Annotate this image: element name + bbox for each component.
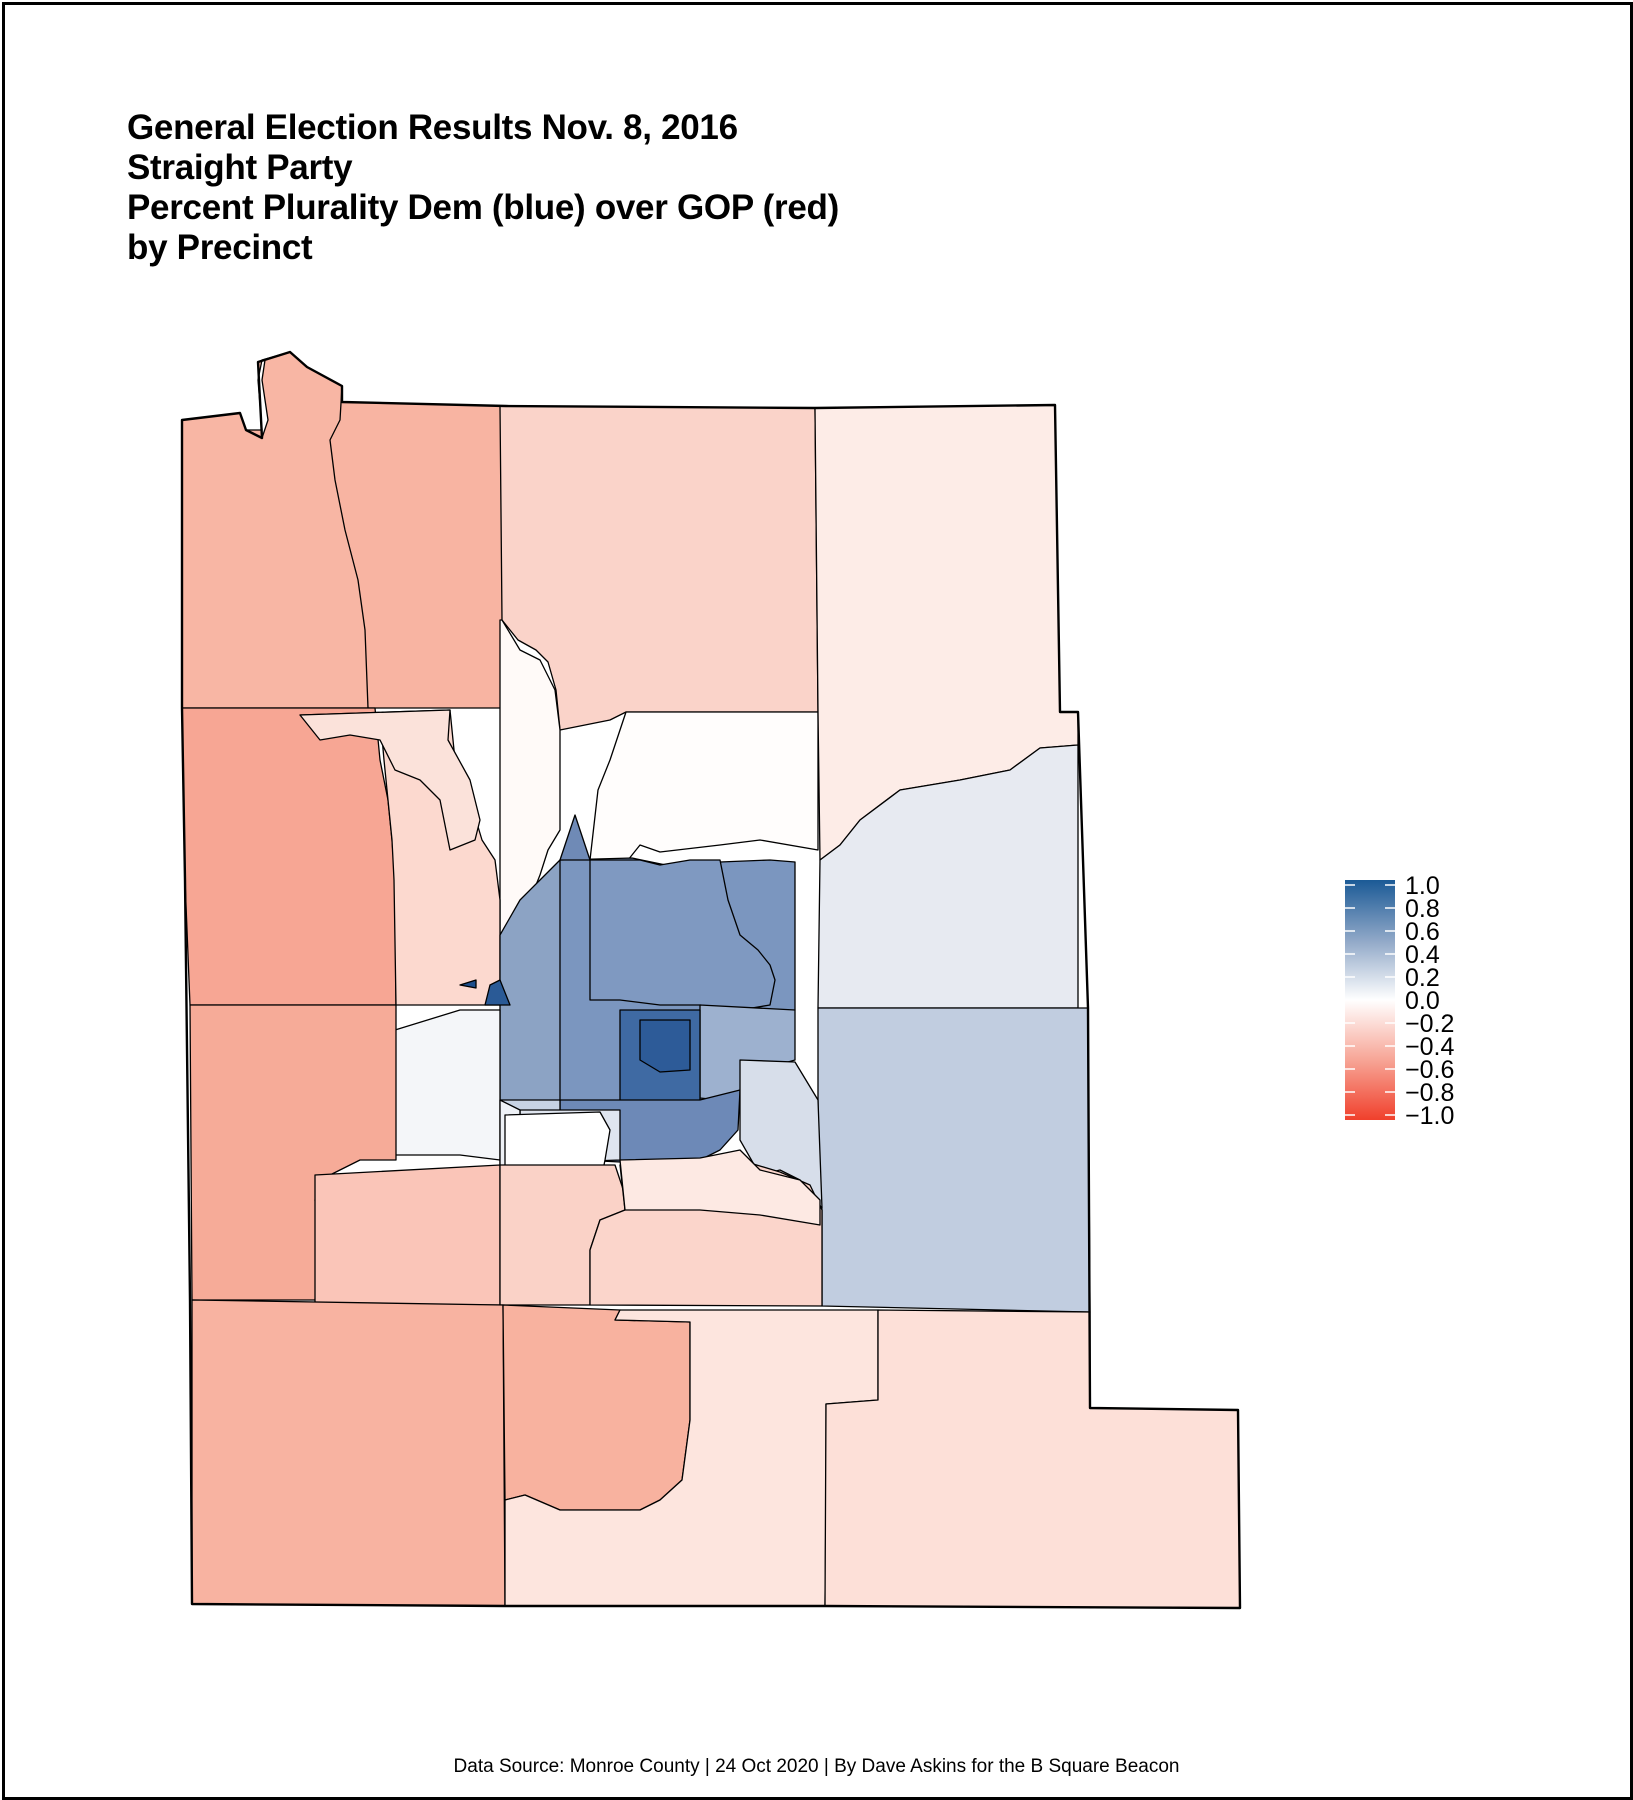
- map-title: General Election Results Nov. 8, 2016 St…: [127, 108, 839, 268]
- legend-label-0-8: 0.8: [1405, 895, 1440, 923]
- legend-label-neg-0-4: −0.4: [1405, 1033, 1454, 1061]
- precinct-north-city-top: [589, 711, 819, 861]
- legend-label-0-4: 0.4: [1405, 941, 1440, 969]
- precinct-s-middle-east-upper: [619, 1149, 821, 1226]
- legend-label-0-6: 0.6: [1405, 918, 1440, 946]
- precinct-e-lower: [817, 1007, 1091, 1313]
- precinct-se-township: [824, 1309, 1241, 1609]
- legend-label-neg-0-2: −0.2: [1405, 1010, 1454, 1038]
- legend-label-neg-0-6: −0.6: [1405, 1056, 1454, 1084]
- precinct-s-central-west: [502, 1304, 691, 1511]
- precinct-dark-northwest: [484, 979, 511, 1006]
- legend-label-0-2: 0.2: [1405, 964, 1440, 992]
- legend-label-1-0: 1.0: [1405, 872, 1440, 900]
- legend-labels: 1.0 0.8 0.6 0.4 0.2 0.0 −0.2 −0.4 −0.6 −…: [1405, 872, 1454, 1130]
- title-line-1: General Election Results Nov. 8, 2016: [127, 108, 738, 147]
- county-outline: [180, 350, 1242, 1610]
- legend-label-0-0: 0.0: [1405, 987, 1440, 1015]
- precinct-downtown-core: [639, 1019, 691, 1073]
- precinct-city-north-a: [559, 814, 591, 861]
- legend-label-neg-1-0: −1.0: [1405, 1102, 1454, 1130]
- precinct-ellettsville-core: [299, 709, 481, 851]
- title-line-3: Percent Plurality Dem (blue) over GOP (r…: [127, 188, 839, 227]
- legend-ticks: [1345, 884, 1395, 1116]
- precinct-w-middle: [181, 707, 397, 1006]
- precinct-city-north-b: [589, 859, 776, 1011]
- precinct-dark-flag: [459, 979, 477, 989]
- precinct-nw-river: [181, 351, 369, 709]
- legend-label-neg-0-8: −0.8: [1405, 1079, 1454, 1107]
- precinct-sw-township: [191, 1299, 506, 1607]
- title-line-4: by Precinct: [127, 228, 313, 267]
- title-line-2: Straight Party: [127, 148, 353, 187]
- legend: 1.0 0.8 0.6 0.4 0.2 0.0 −0.2 −0.4 −0.6 −…: [1345, 872, 1454, 1130]
- data-source-caption: Data Source: Monroe County | 24 Oct 2020…: [453, 1756, 1180, 1777]
- precinct-sw-middle: [314, 1164, 501, 1306]
